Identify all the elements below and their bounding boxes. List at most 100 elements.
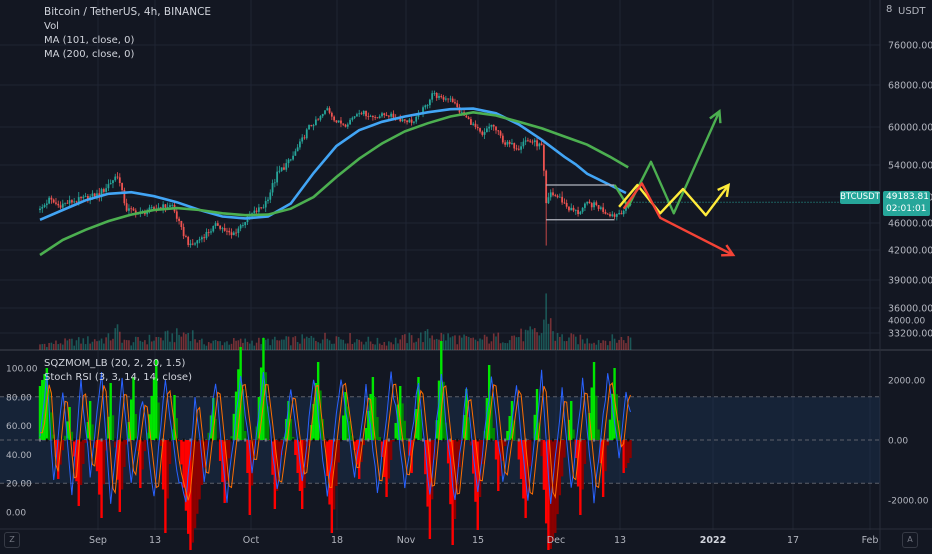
volume-bar (141, 341, 144, 350)
volume-bar (112, 338, 114, 350)
volume-bar (365, 341, 367, 350)
volume-bar (552, 331, 554, 350)
volume-bar (191, 330, 194, 350)
volume-bar (43, 343, 46, 350)
volume-bar (394, 337, 397, 350)
volume-bar (415, 341, 417, 350)
time-axis-label: 2022 (700, 535, 726, 546)
squeeze-dot (107, 438, 110, 442)
squeeze-bar (214, 419, 217, 440)
candle-body (171, 204, 174, 206)
squeeze-bar (403, 420, 406, 440)
candle-body (242, 225, 244, 226)
volume-bar (488, 343, 490, 350)
candle-body (536, 140, 538, 147)
volume-bar (164, 331, 167, 350)
candle-body (187, 236, 190, 245)
volume-bar (520, 328, 522, 350)
candle-body (444, 98, 447, 100)
indicator-sqzmom[interactable]: SQZMOM_LB (20, 2, 20, 1.5) (44, 358, 186, 369)
volume-bar (109, 340, 112, 350)
auto-scale-button[interactable]: A (902, 532, 918, 548)
candle-body (586, 201, 589, 204)
volume-bar (105, 337, 107, 350)
squeeze-bar (296, 440, 299, 473)
squeeze-dot (73, 438, 76, 442)
squeeze-bar (535, 389, 539, 440)
squeeze-bar (485, 398, 489, 440)
candle-body (467, 117, 470, 120)
volume-bar (80, 343, 82, 350)
volume-bar (189, 341, 192, 350)
zoom-button[interactable]: Z (4, 532, 20, 548)
squeeze-bar (508, 416, 511, 440)
volume-bar (55, 340, 57, 350)
candle-body (299, 141, 301, 148)
squeeze-bar (307, 440, 311, 446)
indicator-vol[interactable]: Vol (44, 21, 59, 32)
indicator-stoch-rsi[interactable]: Stoch RSI (3, 3, 14, 14, close) (44, 372, 192, 383)
squeeze-bar (159, 440, 163, 446)
squeeze-dot (339, 438, 342, 442)
squeeze-bar (77, 440, 80, 506)
squeeze-bar (437, 380, 441, 440)
currency-label[interactable]: USDT (898, 6, 926, 17)
candle-body (415, 116, 418, 122)
candle-body (257, 207, 260, 212)
candle-body (561, 196, 564, 203)
volume-bar (301, 334, 303, 350)
squeeze-bar (212, 398, 215, 440)
squeeze-bar (228, 440, 231, 459)
squeeze-dot (606, 438, 609, 442)
volume-bar (570, 333, 573, 350)
volume-bar (606, 345, 609, 350)
volume-bar (319, 343, 322, 350)
volume-bar (527, 330, 529, 350)
volume-bar (472, 337, 474, 350)
volume-bar (176, 328, 178, 350)
price-axis-label: 39000.00 (888, 276, 932, 287)
squeeze-bar (476, 440, 479, 530)
volume-bar (358, 339, 360, 350)
volume-bar (287, 336, 290, 350)
time-axis-label: 13 (149, 535, 161, 546)
squeeze-dot (572, 438, 575, 442)
volume-bar (413, 342, 415, 350)
volume-bar (513, 335, 516, 350)
volume-bar (130, 345, 132, 350)
squeeze-bar (150, 395, 153, 440)
squeeze-dot (189, 438, 192, 442)
candle-body (376, 117, 379, 119)
candle-body (301, 137, 304, 142)
indicator-ma-101[interactable]: MA (101, close, 0) (44, 35, 135, 46)
volume-bar (244, 338, 246, 350)
volume-bar (374, 344, 376, 350)
volume-bar (559, 336, 561, 350)
candle-body (267, 199, 269, 202)
squeeze-bar (599, 440, 603, 464)
candle-body (599, 207, 602, 209)
volume-bar (588, 343, 591, 350)
volume-bar (155, 337, 158, 350)
symbol-title[interactable]: Bitcoin / TetherUS, 4h, BINANCE (44, 6, 212, 18)
volume-bar (305, 336, 308, 350)
candle-body (485, 128, 488, 133)
volume-bar (383, 341, 386, 350)
volume-bar (201, 338, 203, 350)
squeeze-dot (504, 438, 507, 442)
candle-body (212, 226, 215, 232)
candle-body (321, 113, 324, 117)
squeeze-dot (469, 438, 472, 442)
squeeze-bar (497, 440, 500, 491)
volume-bar (64, 338, 66, 350)
squeeze-bar (492, 428, 495, 440)
squeeze-bar (175, 418, 178, 440)
squeeze-bar (82, 440, 85, 464)
volume-bar (121, 342, 123, 350)
squeeze-bar (123, 440, 126, 467)
candle-body (162, 204, 165, 210)
volume-bar (581, 339, 584, 350)
squeeze-bar (319, 390, 322, 440)
indicator-ma-200[interactable]: MA (200, close, 0) (44, 49, 135, 60)
